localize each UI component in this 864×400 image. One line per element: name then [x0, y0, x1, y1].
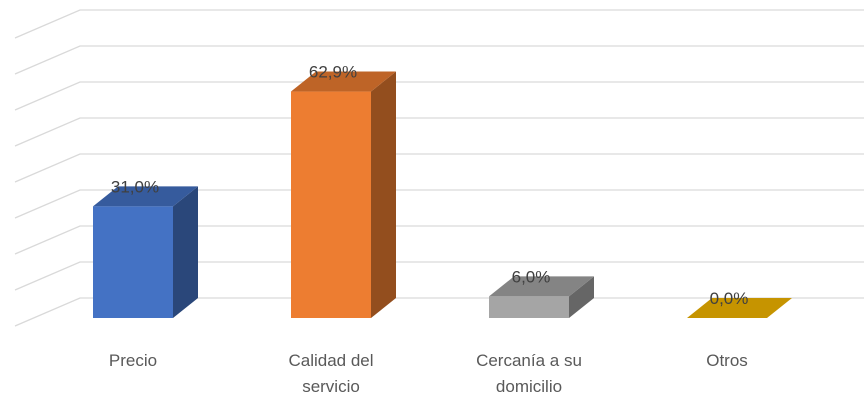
bar-top: [93, 186, 198, 207]
bar-side: [173, 186, 198, 318]
bar-side: [569, 276, 594, 318]
grid-line: [14, 261, 864, 291]
grid-line: [14, 117, 864, 147]
grid-line: [14, 153, 864, 183]
data-label: 6,0%: [512, 267, 551, 286]
bar-top: [687, 298, 792, 318]
data-label: 0,0%: [710, 289, 749, 308]
x-tick-label: Calidad del servicio: [288, 351, 374, 396]
grid-line: [14, 45, 864, 75]
x-tick-label: Cercanía a su domicilio: [476, 351, 582, 396]
data-label: 31,0%: [111, 177, 159, 196]
grid-line: [14, 225, 864, 255]
bar-top: [489, 276, 594, 297]
bar-side: [371, 71, 396, 318]
grid-line: [14, 81, 864, 111]
bar-top: [291, 71, 396, 92]
bar: [291, 91, 371, 318]
bar: [489, 296, 569, 318]
grid-line: [14, 297, 864, 327]
bar: [93, 206, 173, 318]
x-tick-label: Otros: [706, 351, 748, 370]
grid-line: [14, 189, 864, 219]
grid-line: [14, 9, 864, 39]
data-label: 62,9%: [309, 63, 357, 82]
x-tick-label: Precio: [108, 351, 158, 370]
